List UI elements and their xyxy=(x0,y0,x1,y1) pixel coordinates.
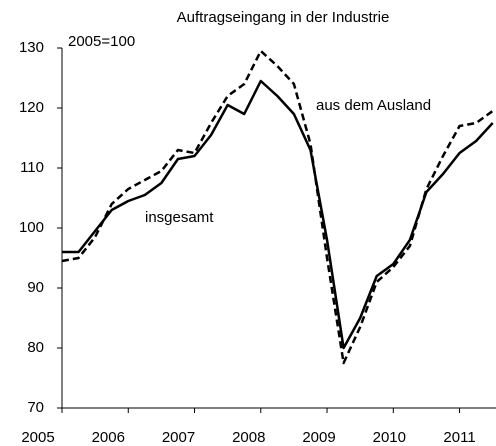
y-tick-label: 80 xyxy=(27,339,44,356)
y-tick-label: 120 xyxy=(19,99,44,116)
x-tick-label: 2008 xyxy=(232,429,265,446)
line xyxy=(62,79,494,350)
y-tick-label: 130 xyxy=(19,39,44,56)
x-tick-label: 2011 xyxy=(443,429,475,446)
y-tick-label: 110 xyxy=(20,159,44,176)
x-tick-label: 2005 xyxy=(21,429,54,446)
x-tick-label: 2010 xyxy=(373,429,406,446)
y-tick-label: 70 xyxy=(27,399,44,416)
line xyxy=(61,49,494,365)
chart-title: Auftragseingang in der Industrie xyxy=(177,9,390,26)
annotation: insgesamt xyxy=(145,209,214,226)
chart-subtitle: 2005=100 xyxy=(68,33,135,50)
y-tick-label: 90 xyxy=(27,279,44,296)
x-tick-label: 2007 xyxy=(162,429,195,446)
y-tick-label: 100 xyxy=(19,219,44,236)
x-tick-label: 2006 xyxy=(92,429,125,446)
x-tick-label: 2009 xyxy=(302,429,335,446)
annotation: aus dem Ausland xyxy=(316,97,431,114)
